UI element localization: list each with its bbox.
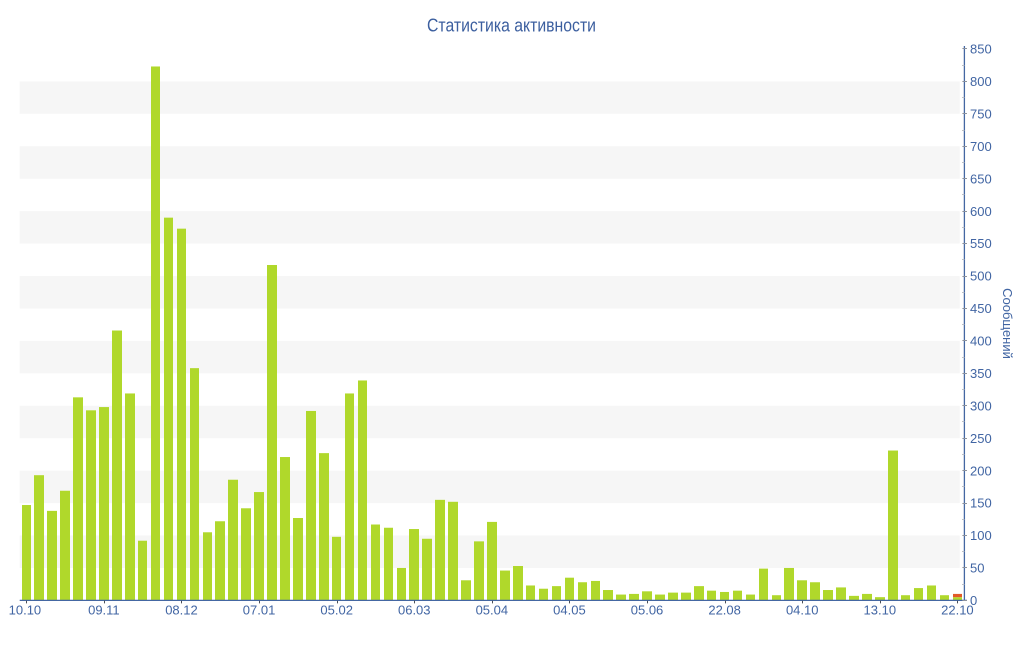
svg-text:Статистика активности: Статистика активности bbox=[427, 16, 596, 36]
svg-text:50: 50 bbox=[970, 561, 984, 576]
svg-text:250: 250 bbox=[970, 431, 992, 446]
svg-text:150: 150 bbox=[970, 496, 992, 511]
svg-text:10.10: 10.10 bbox=[9, 603, 42, 618]
svg-text:600: 600 bbox=[970, 204, 992, 219]
svg-text:200: 200 bbox=[970, 463, 992, 478]
svg-text:06.03: 06.03 bbox=[398, 603, 431, 618]
svg-text:750: 750 bbox=[970, 106, 992, 121]
svg-text:650: 650 bbox=[970, 171, 992, 186]
svg-text:0: 0 bbox=[970, 593, 977, 608]
svg-text:800: 800 bbox=[970, 74, 992, 89]
svg-text:08.12: 08.12 bbox=[165, 603, 198, 618]
svg-text:850: 850 bbox=[970, 42, 992, 57]
svg-text:500: 500 bbox=[970, 269, 992, 284]
svg-text:450: 450 bbox=[970, 301, 992, 316]
svg-text:300: 300 bbox=[970, 398, 992, 413]
svg-text:05.04: 05.04 bbox=[476, 603, 509, 618]
svg-text:Сообщений: Сообщений bbox=[1000, 288, 1015, 359]
svg-text:05.02: 05.02 bbox=[320, 603, 353, 618]
svg-text:700: 700 bbox=[970, 139, 992, 154]
svg-text:350: 350 bbox=[970, 366, 992, 381]
svg-text:05.06: 05.06 bbox=[631, 603, 664, 618]
svg-text:550: 550 bbox=[970, 236, 992, 251]
svg-text:400: 400 bbox=[970, 334, 992, 349]
svg-text:22.08: 22.08 bbox=[708, 603, 741, 618]
svg-text:100: 100 bbox=[970, 528, 992, 543]
svg-text:04.05: 04.05 bbox=[553, 603, 586, 618]
svg-text:22.10: 22.10 bbox=[941, 603, 974, 618]
svg-text:09.11: 09.11 bbox=[88, 603, 120, 618]
svg-text:07.01: 07.01 bbox=[243, 603, 276, 618]
svg-text:13.10: 13.10 bbox=[864, 603, 897, 618]
svg-text:04.10: 04.10 bbox=[786, 603, 819, 618]
